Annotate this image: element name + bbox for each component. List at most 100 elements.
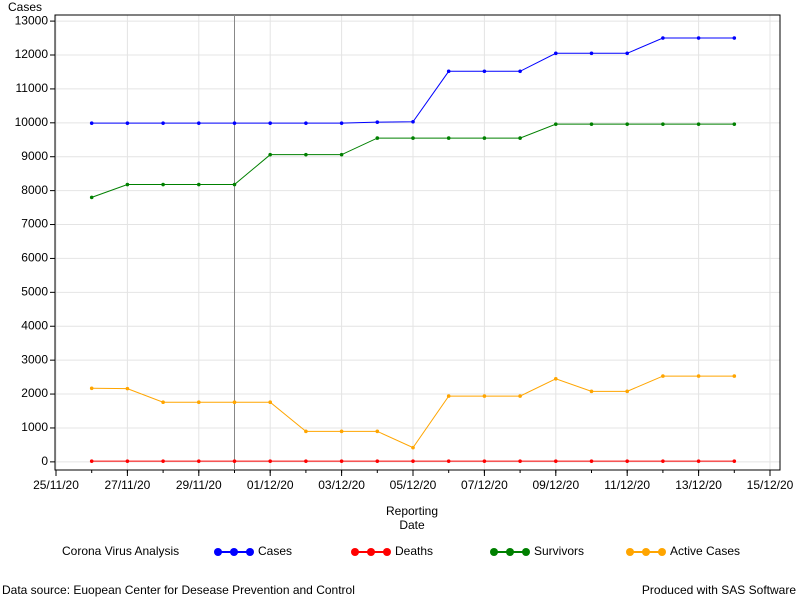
data-point [482,136,487,140]
data-point [339,121,344,125]
y-tick-label: 1000 [21,420,48,434]
y-axis-label: Cases [8,0,42,14]
data-point [197,121,201,125]
data-point [411,136,415,140]
data-point [232,182,237,187]
data-point [161,182,165,187]
data-point [375,459,380,463]
data-point [696,36,701,40]
data-point [482,69,487,74]
plot-frame [54,14,781,471]
data-point [554,376,558,381]
x-tick-label: 29/11/20 [176,478,222,492]
legend-marker [214,548,222,556]
data-point [482,394,487,398]
x-axis-label: Reporting [386,504,438,518]
data-point [446,69,451,74]
data-point [411,445,415,450]
data-point [732,374,737,378]
data-point [339,459,344,463]
legend-marker [351,548,359,556]
data-point [446,459,451,463]
y-tick-label: 11000 [16,81,49,95]
data-point [625,389,629,394]
y-tick-label: 4000 [21,318,48,332]
x-tick-label: 11/12/20 [604,478,650,492]
data-point [625,459,629,463]
x-tick-label: 25/11/20 [33,478,79,492]
data-point [232,121,237,125]
data-point [232,459,237,463]
data-point [446,394,451,398]
data-point [339,429,344,434]
y-tick-label: 10000 [15,115,49,129]
y-tick-label: 5000 [21,285,48,299]
y-tick-label: 3000 [21,352,48,366]
data-point [732,36,737,40]
x-axis-label: Date [399,518,425,532]
data-point [625,51,629,56]
data-point [696,374,701,378]
legend-marker [626,548,634,556]
data-point [268,400,273,404]
data-point [554,122,558,126]
legend-marker [522,548,530,556]
data-point [482,459,487,463]
data-point [589,389,594,394]
data-point [589,122,594,126]
data-point [232,400,237,404]
data-point [554,51,558,56]
data-point [268,459,273,463]
data-point [89,386,94,391]
data-point [661,36,665,40]
data-point [411,119,415,124]
legend-label: Survivors [534,544,584,558]
data-point [661,459,665,463]
data-point [518,459,522,463]
x-tick-label: 13/12/20 [675,478,722,492]
legend-marker [367,548,375,556]
y-tick-label: 13000 [15,13,49,27]
legend-title: Corona Virus Analysis [62,544,179,558]
y-tick-label: 0 [41,454,48,468]
data-point [197,182,201,187]
x-tick-label: 05/12/20 [390,478,437,492]
data-point [661,374,665,378]
legend-marker [490,548,498,556]
data-point [304,429,308,434]
data-point [161,400,165,404]
data-point [661,122,665,126]
x-tick-label: 27/11/20 [104,478,150,492]
footnote: Data source: Euopean Center for Desease … [2,583,355,597]
data-point [89,195,94,200]
legend-marker [383,548,391,556]
data-point [304,121,308,125]
data-point [197,400,201,404]
data-point [554,459,558,463]
data-point [161,459,165,463]
data-point [304,459,308,463]
data-point [518,394,522,398]
x-tick-label: 03/12/20 [318,478,365,492]
data-point [732,122,737,126]
y-tick-label: 6000 [21,251,48,265]
data-point [125,386,130,391]
x-tick-label: 07/12/20 [461,478,508,492]
legend-marker [658,548,666,556]
data-point [696,122,701,126]
data-point [304,152,308,157]
data-point [411,459,415,463]
data-point [732,459,737,463]
data-point [339,152,344,157]
data-point [518,136,522,140]
y-tick-label: 7000 [21,217,48,231]
legend-marker [506,548,514,556]
y-tick-label: 12000 [15,47,49,61]
y-tick-label: 8000 [21,183,48,197]
y-tick-label: 2000 [21,386,48,400]
data-point [268,152,273,157]
data-point [197,459,201,463]
legend-marker [246,548,254,556]
legend-marker [230,548,238,556]
data-point [696,459,701,463]
